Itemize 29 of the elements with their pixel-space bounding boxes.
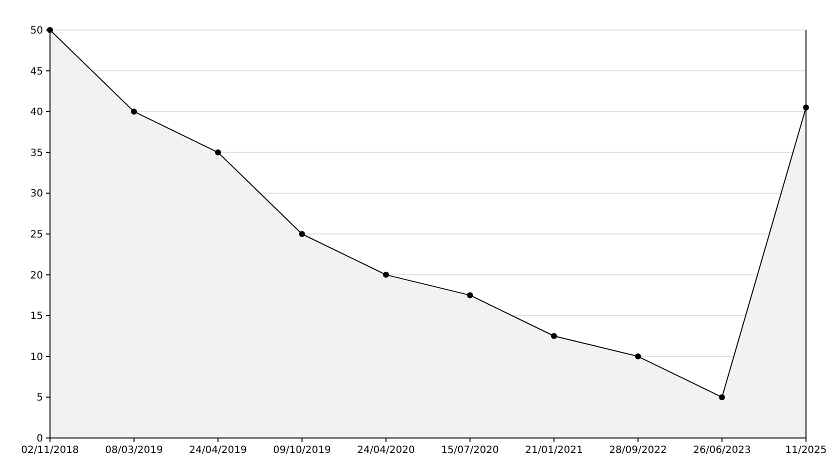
x-tick-label: 24/04/2019 bbox=[189, 445, 247, 456]
point bbox=[299, 231, 305, 237]
y-tick-label: 20 bbox=[30, 270, 43, 282]
point bbox=[383, 272, 389, 278]
point bbox=[551, 333, 557, 339]
x-tick-label: 28/09/2022 bbox=[609, 445, 667, 456]
point bbox=[635, 353, 641, 360]
point bbox=[467, 292, 473, 298]
x-tick-label: 11/2025 bbox=[785, 445, 827, 456]
y-tick-label: 5 bbox=[36, 392, 43, 404]
y-tick-label: 40 bbox=[30, 107, 43, 118]
x-tick-label: 02/11/2018 bbox=[21, 445, 79, 456]
y-tick-label: 50 bbox=[30, 26, 43, 36]
x-tick-label: 26/06/2023 bbox=[693, 445, 751, 456]
x-tick-label: 24/04/2020 bbox=[357, 445, 415, 456]
point bbox=[215, 149, 221, 156]
y-tick-label: 25 bbox=[30, 230, 43, 240]
x-tick-label: 21/01/2021 bbox=[525, 445, 583, 456]
x-tick-label: 09/10/2019 bbox=[273, 445, 331, 456]
point bbox=[131, 108, 137, 115]
point bbox=[719, 394, 725, 400]
y-tick-label: 45 bbox=[30, 66, 43, 78]
y-tick-label: 30 bbox=[30, 188, 43, 200]
x-tick-label: 15/07/2020 bbox=[441, 445, 499, 456]
y-tick-label: 10 bbox=[30, 352, 43, 363]
x-tick-label: 08/03/2019 bbox=[105, 445, 163, 456]
y-tick-label: 35 bbox=[30, 148, 43, 159]
y-tick-label: 15 bbox=[30, 311, 43, 322]
y-tick-label: 0 bbox=[36, 434, 43, 444]
